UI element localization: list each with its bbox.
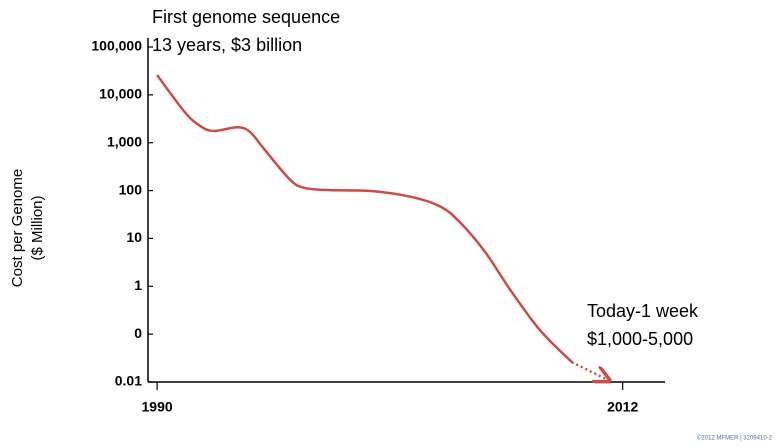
y-tick-label: 10,000 — [99, 86, 142, 102]
x-tick-label: 2012 — [607, 399, 638, 415]
x-tick-label: 1990 — [142, 399, 173, 415]
footer: ©2012 MFMER | 3209410-2 — [697, 435, 773, 442]
y-tick-label: 1 — [134, 277, 142, 293]
y-tick-label: 100 — [119, 181, 143, 197]
annotation: Today-1 week — [587, 301, 699, 321]
annotation: $1,000-5,000 — [587, 329, 693, 349]
annotation: First genome sequence — [152, 7, 340, 27]
line — [571, 361, 608, 380]
y-tick-label: 100,000 — [91, 38, 142, 54]
y-axis-label: ($ Million) — [29, 195, 46, 260]
y-tick-label: 1,000 — [107, 133, 142, 149]
y-tick-label: 0 — [134, 325, 142, 341]
annotation: 13 years, $3 billion — [152, 35, 302, 55]
y-tick-label: 0.01 — [115, 373, 142, 389]
line — [156, 74, 573, 364]
y-axis-label: Cost per Genome — [9, 169, 26, 287]
y-tick-label: 10 — [126, 229, 142, 245]
